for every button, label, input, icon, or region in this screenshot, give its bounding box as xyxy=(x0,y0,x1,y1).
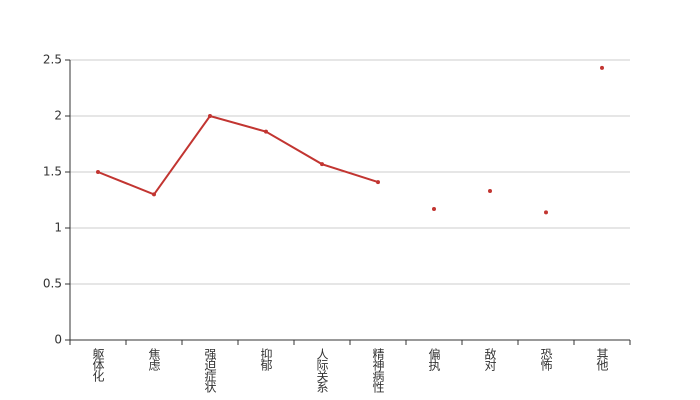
data-point xyxy=(544,210,548,215)
data-point xyxy=(320,162,324,167)
data-line xyxy=(97,114,379,196)
x-tick-label: 人际关系 xyxy=(315,348,329,393)
y-tick-label: 1.5 xyxy=(43,165,62,179)
data-point xyxy=(600,65,604,70)
data-point xyxy=(96,170,100,174)
y-tick-label: 2 xyxy=(54,109,62,123)
x-tick-label: 抑郁 xyxy=(259,347,273,372)
y-tick-label: 1 xyxy=(54,221,62,235)
data-point xyxy=(264,129,268,134)
x-tick-label: 偏执 xyxy=(427,347,441,372)
x-tick-label: 精神病性 xyxy=(371,348,385,394)
x-tick-label: 焦虑 xyxy=(147,348,161,371)
x-tick-label: 恐怖 xyxy=(539,348,553,371)
x-tick-label: 强迫症状 xyxy=(203,348,217,393)
data-point xyxy=(208,114,212,118)
data-point xyxy=(488,189,492,194)
data-point xyxy=(376,180,380,185)
y-tick-label: 0 xyxy=(54,333,62,347)
y-tick-label: 0.5 xyxy=(43,277,62,291)
data-point xyxy=(432,206,436,211)
y-tick-label: 2.5 xyxy=(43,53,62,67)
x-tick-label: 躯体化 xyxy=(91,347,105,383)
x-tick-label: 其他 xyxy=(595,348,609,371)
data-point xyxy=(152,192,156,197)
x-tick-label: 敌对 xyxy=(483,347,497,371)
